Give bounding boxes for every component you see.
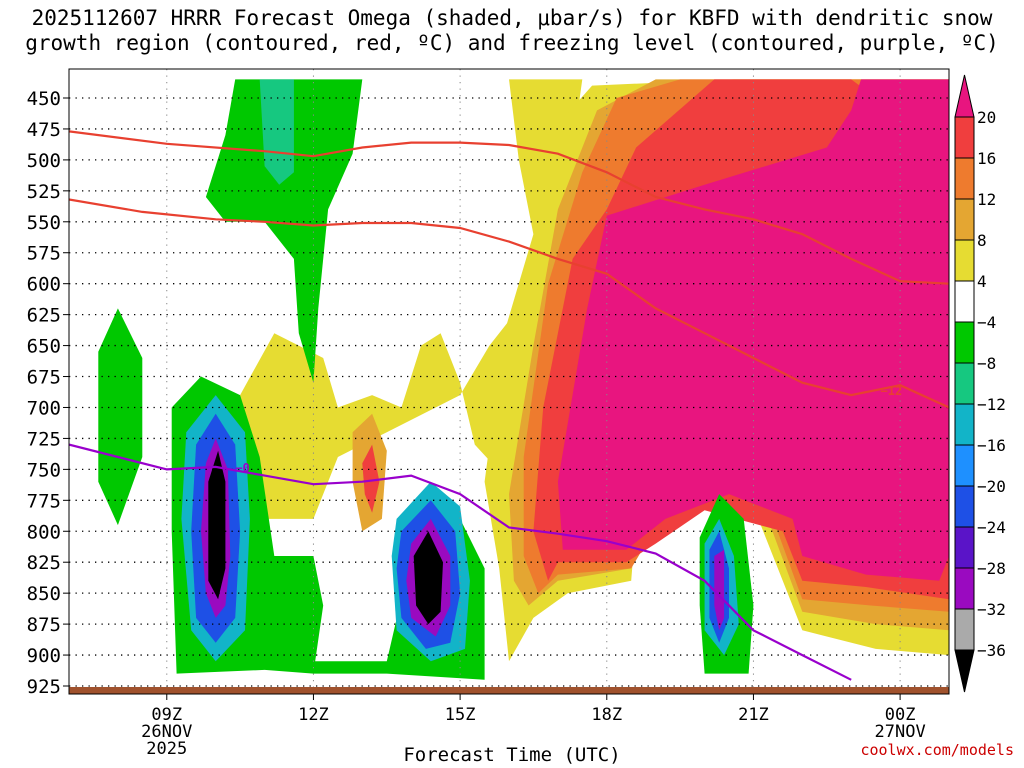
x-tick-label-09Z: 09Z [151, 705, 182, 725]
contour-label-0: −0 [235, 461, 249, 475]
y-tick-label-925: 925 [27, 676, 61, 698]
omega-region-20 [714, 549, 725, 631]
grid-lines [69, 69, 949, 694]
colorbar-box-3 [954, 239, 975, 282]
y-tick-label-625: 625 [27, 305, 61, 327]
y-tick-label-675: 675 [27, 367, 61, 389]
x-tick-date-00Z: 27NOV [875, 722, 926, 742]
contour-line-2 [69, 443, 852, 681]
colorbar-box-1 [954, 157, 975, 200]
colorbar-label-10: −24 [977, 518, 1006, 537]
y-tick-label-875: 875 [27, 614, 61, 636]
colorbar-box-7 [954, 403, 975, 446]
colorbar-box-8 [954, 444, 975, 487]
contour-lines: −12 −0 [69, 130, 949, 681]
colorbar-label-7: −12 [977, 395, 1006, 414]
y-tick-label-600: 600 [27, 274, 61, 296]
y-tick-label-750: 750 [27, 459, 61, 481]
y-tick-label-825: 825 [27, 552, 61, 574]
y-axis: 450 475 500 525 550 575 600 625 650 675 700 725 750 7… [27, 88, 69, 698]
x-tick-label-15Z: 15Z [445, 705, 476, 725]
colorbar-box-11 [954, 567, 975, 610]
colorbar-box-12 [954, 608, 975, 651]
omega-region-22 [413, 531, 443, 625]
omega-region-7 [259, 79, 294, 185]
contour-label-minus12: −12 [881, 384, 903, 398]
y-tick-label-550: 550 [27, 212, 61, 234]
y-tick-label-525: 525 [27, 181, 61, 203]
y-tick-label-475: 475 [27, 119, 61, 141]
colorbar-label-0: 20 [977, 108, 996, 127]
colorbar-label-1: 16 [977, 149, 996, 168]
colorbar-label-3: 8 [977, 231, 987, 250]
plot-frame [68, 68, 950, 695]
y-tick-label-500: 500 [27, 150, 61, 172]
y-tick-label-775: 775 [27, 490, 61, 512]
colorbar-box-2 [954, 198, 975, 241]
colorbar-box-10 [954, 526, 975, 569]
x-tick-date-09Z: 26NOV [141, 722, 192, 742]
y-tick-label-650: 650 [27, 336, 61, 358]
colorbar-label-11: −28 [977, 559, 1006, 578]
omega-shading [98, 79, 949, 680]
colorbar-box-4 [954, 280, 975, 323]
omega-region-8 [98, 308, 143, 526]
x-tick-label-18Z: 18Z [591, 705, 622, 725]
x-tick-label-21Z: 21Z [738, 705, 769, 725]
colorbar-label-12: −32 [977, 600, 1006, 619]
colorbar-box-9 [954, 485, 975, 528]
colorbar-box-0 [954, 116, 975, 159]
omega-region-24 [362, 444, 380, 513]
x-tick-year-09Z: 2025 [146, 739, 187, 759]
y-tick-label-725: 725 [27, 428, 61, 450]
colorbar-label-8: −16 [977, 436, 1006, 455]
credit-text: coolwx.com/models [860, 741, 1014, 759]
y-tick-label-450: 450 [27, 88, 61, 110]
y-tick-label-850: 850 [27, 583, 61, 605]
contour-line-0 [69, 130, 949, 285]
colorbar-label-6: −8 [977, 354, 996, 373]
colorbar-label-5: −4 [977, 313, 996, 332]
x-tick-label-00Z: 00Z [885, 705, 916, 725]
colorbar-top-arrow [954, 74, 975, 118]
colorbar-label-9: −20 [977, 477, 1006, 496]
chart-title-line-2: growth region (contoured, red, ºC) and f… [25, 31, 999, 55]
y-tick-label-900: 900 [27, 645, 61, 667]
colorbar-label-2: 12 [977, 190, 996, 209]
colorbar: 20 16 12 8 4 −4 −8 −12 −16 −20 −24 −28 −32 −36 [954, 74, 1006, 693]
y-tick-label-700: 700 [27, 397, 61, 419]
colorbar-label-13: −36 [977, 641, 1006, 660]
x-tick-label-12Z: 12Z [298, 705, 329, 725]
colorbar-box-5 [954, 321, 975, 364]
chart-title-line-1: 2025112607 HRRR Forecast Omega (shaded, … [31, 6, 993, 30]
ground-strip [69, 687, 949, 694]
y-tick-label-575: 575 [27, 243, 61, 265]
x-axis-label: Forecast Time (UTC) [403, 744, 621, 766]
colorbar-label-4: 4 [977, 272, 987, 291]
colorbar-box-6 [954, 362, 975, 405]
y-tick-label-800: 800 [27, 521, 61, 543]
colorbar-bottom-arrow [954, 649, 975, 693]
contour-line-1 [69, 198, 949, 409]
